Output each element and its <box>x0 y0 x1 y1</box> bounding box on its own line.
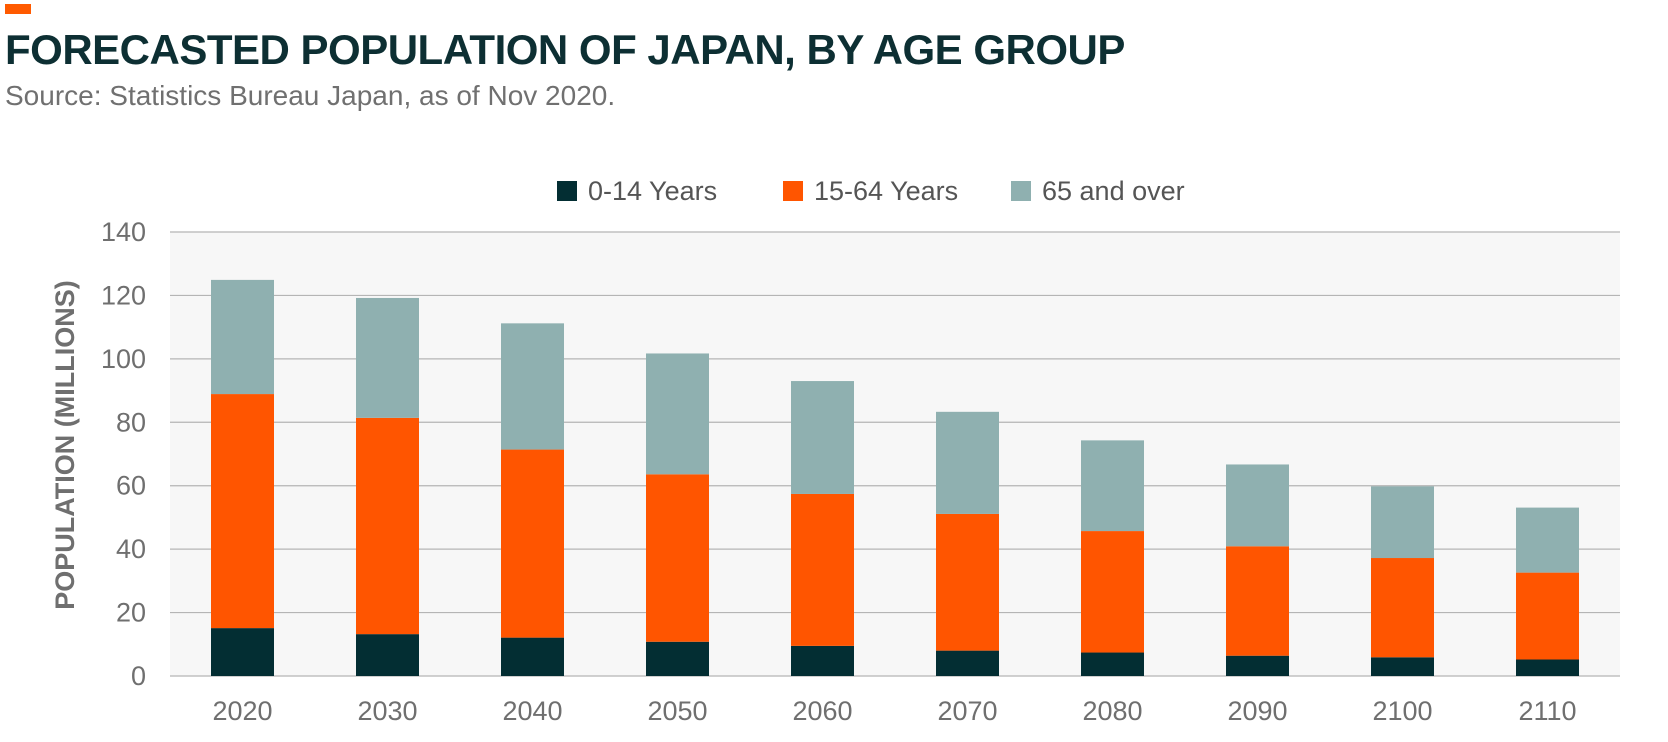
bar-stack-2090 <box>1226 464 1289 676</box>
bar-segment-series-1 <box>791 493 854 646</box>
legend-label: 65 and over <box>1042 176 1185 206</box>
bar-segment-series-0 <box>936 650 999 676</box>
x-tick-label: 2110 <box>1518 696 1576 726</box>
bar-segment-series-2 <box>211 279 274 395</box>
bar-stack-2020 <box>211 279 274 676</box>
bar-stack-2060 <box>791 381 854 676</box>
bar-stack-2050 <box>646 353 709 676</box>
bar-segment-series-2 <box>1081 440 1144 532</box>
bar-segment-series-2 <box>936 411 999 514</box>
y-tick-label: 100 <box>101 344 146 374</box>
accent-bar <box>5 4 31 14</box>
bar-segment-series-1 <box>501 449 564 638</box>
bar-segment-series-0 <box>501 637 564 676</box>
bar-segment-series-1 <box>1226 546 1289 656</box>
chart-legend: 0-14 Years 15-64 Years 65 and over <box>557 176 1185 206</box>
chart-source: Source: Statistics Bureau Japan, as of N… <box>5 80 616 111</box>
bar-segment-series-1 <box>646 474 709 642</box>
bar-stack-2110 <box>1516 507 1579 676</box>
bar-segment-series-2 <box>1371 486 1434 559</box>
x-tick-label: 2070 <box>937 696 997 726</box>
x-tick-label: 2100 <box>1372 696 1432 726</box>
bar-segment-series-1 <box>1081 531 1144 653</box>
legend-swatch <box>1011 181 1031 201</box>
legend-label: 15-64 Years <box>814 176 958 206</box>
x-tick-label: 2060 <box>792 696 852 726</box>
y-tick-label: 140 <box>101 217 146 247</box>
y-tick-label: 40 <box>116 534 146 564</box>
x-tick-label: 2030 <box>357 696 417 726</box>
x-tick-label: 2090 <box>1227 696 1287 726</box>
y-tick-label: 0 <box>131 661 146 691</box>
bar-segment-series-0 <box>356 634 419 676</box>
bar-segment-series-0 <box>211 628 274 676</box>
legend-item: 0-14 Years <box>557 176 717 206</box>
bar-stack-2080 <box>1081 440 1144 676</box>
y-tick-label: 80 <box>116 407 146 437</box>
bar-segment-series-1 <box>356 417 419 635</box>
x-tick-label: 2050 <box>647 696 707 726</box>
y-tick-label: 120 <box>101 280 146 310</box>
legend-label: 0-14 Years <box>588 176 717 206</box>
bar-segment-series-0 <box>646 641 709 676</box>
bars <box>211 279 1579 676</box>
x-tick-label: 2080 <box>1082 696 1142 726</box>
y-tick-label: 20 <box>116 598 146 628</box>
x-tick-label: 2040 <box>502 696 562 726</box>
y-axis-title: POPULATION (MILLIONS) <box>50 280 80 609</box>
bar-segment-series-2 <box>1516 507 1579 573</box>
bar-segment-series-1 <box>1516 572 1579 660</box>
bar-segment-series-0 <box>1226 655 1289 676</box>
bar-segment-series-2 <box>791 381 854 494</box>
x-tick-label: 2020 <box>212 696 272 726</box>
legend-swatch <box>557 181 577 201</box>
legend-swatch <box>783 181 803 201</box>
legend-item: 65 and over <box>1011 176 1185 206</box>
y-axis-labels: 0 20 40 60 80 100 120 140 <box>101 217 146 691</box>
bar-segment-series-2 <box>646 353 709 475</box>
bar-segment-series-2 <box>501 323 564 450</box>
bar-segment-series-2 <box>1226 464 1289 547</box>
bar-segment-series-1 <box>1371 558 1434 658</box>
legend-item: 15-64 Years <box>783 176 958 206</box>
y-tick-label: 60 <box>116 471 146 501</box>
bar-stack-2100 <box>1371 486 1434 676</box>
bar-segment-series-0 <box>1516 659 1579 676</box>
chart-title: FORECASTED POPULATION OF JAPAN, BY AGE G… <box>5 26 1125 73</box>
x-axis-labels: 2020 2030 2040 2050 2060 2070 2080 2090 2100 2110 <box>212 696 1576 726</box>
bar-segment-series-2 <box>356 297 419 418</box>
bar-segment-series-1 <box>211 394 274 629</box>
bar-stack-2070 <box>936 411 999 676</box>
bar-segment-series-0 <box>791 645 854 676</box>
bar-segment-series-1 <box>936 513 999 651</box>
bar-segment-series-0 <box>1371 657 1434 676</box>
bar-stack-2040 <box>501 323 564 676</box>
bar-stack-2030 <box>356 297 419 676</box>
bar-segment-series-0 <box>1081 652 1144 676</box>
